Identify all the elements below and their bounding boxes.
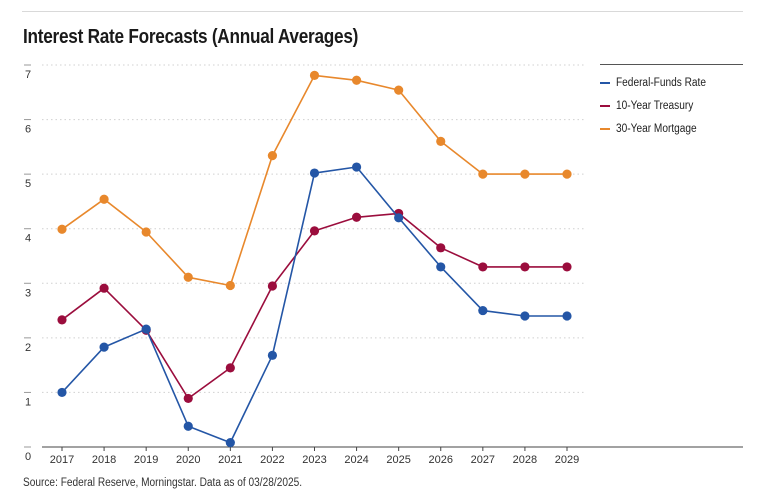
source-note: Source: Federal Reserve, Morningstar. Da… [23, 477, 303, 489]
x-tick-label-2024: 2024 [344, 454, 368, 466]
data-point-10-year-treasury-2018 [99, 283, 109, 293]
legend-item-10-year-treasury: 10-Year Treasury [600, 94, 743, 117]
legend-swatch-30-year-mortgage [600, 127, 610, 130]
y-tick-label-1: 1 [25, 396, 31, 408]
data-point-30-year-mortgage-2022 [267, 150, 278, 161]
y-tick-label-7: 7 [25, 69, 31, 81]
data-point-30-year-mortgage-2018 [99, 194, 109, 204]
data-point-federal-funds-rate-2017 [57, 387, 67, 398]
y-tick-label-2: 2 [25, 342, 31, 354]
legend-item-federal-funds-rate: Federal-Funds Rate [600, 71, 743, 94]
data-point-federal-funds-rate-2020 [183, 421, 193, 431]
x-tick-label-2023: 2023 [302, 454, 326, 466]
data-point-10-year-treasury-2027 [478, 262, 488, 272]
data-point-federal-funds-rate-2026 [436, 262, 446, 272]
data-point-federal-funds-rate-2027 [478, 305, 488, 316]
chart-legend: Federal-Funds Rate 10-Year Treasury 30-Y… [600, 64, 743, 140]
data-point-30-year-mortgage-2024 [351, 75, 362, 85]
x-tick-label-2021: 2021 [218, 454, 242, 466]
series-line-30-year-mortgage [61, 74, 567, 287]
data-point-10-year-treasury-2026 [436, 243, 446, 253]
series-line-10-year-treasury [61, 212, 567, 400]
legend-swatch-federal-funds-rate [600, 81, 610, 84]
data-point-federal-funds-rate-2021 [225, 438, 235, 448]
data-point-federal-funds-rate-2024 [351, 162, 362, 172]
data-point-federal-funds-rate-2029 [562, 311, 572, 321]
x-tick-label-2025: 2025 [386, 454, 410, 466]
y-tick-label-3: 3 [25, 287, 31, 299]
data-point-federal-funds-rate-2028 [520, 311, 530, 321]
x-tick-label-2017: 2017 [50, 454, 74, 466]
y-tick-label-5: 5 [25, 178, 31, 190]
series-line-federal-funds-rate [61, 166, 567, 444]
data-point-federal-funds-rate-2023 [309, 168, 320, 178]
data-point-federal-funds-rate-2018 [99, 342, 109, 352]
y-tick-label-4: 4 [25, 233, 31, 245]
legend-label: 10-Year Treasury [616, 99, 694, 112]
data-point-10-year-treasury-2021 [225, 363, 235, 373]
data-point-30-year-mortgage-2023 [309, 70, 320, 80]
x-tick-label-2018: 2018 [92, 454, 116, 466]
x-tick-label-2028: 2028 [513, 454, 537, 466]
data-point-30-year-mortgage-2017 [57, 224, 67, 234]
data-point-10-year-treasury-2023 [309, 226, 320, 236]
chart-title: Interest Rate Forecasts (Annual Averages… [23, 26, 359, 48]
legend-label: 30-Year Mortgage [616, 122, 697, 135]
data-point-30-year-mortgage-2027 [478, 169, 488, 179]
data-point-10-year-treasury-2017 [57, 315, 67, 325]
x-tick-label-2022: 2022 [260, 454, 284, 466]
data-point-30-year-mortgage-2029 [562, 169, 572, 179]
data-point-30-year-mortgage-2020 [183, 272, 193, 282]
data-point-10-year-treasury-2028 [520, 262, 530, 272]
data-point-30-year-mortgage-2028 [520, 169, 530, 179]
data-point-10-year-treasury-2024 [351, 212, 362, 222]
x-tick-label-2029: 2029 [555, 454, 579, 466]
x-tick-label-2027: 2027 [471, 454, 495, 466]
data-point-federal-funds-rate-2025 [394, 213, 404, 223]
legend-label: Federal-Funds Rate [616, 76, 707, 89]
data-point-10-year-treasury-2029 [562, 262, 572, 272]
legend-item-30-year-mortgage: 30-Year Mortgage [600, 117, 743, 140]
legend-swatch-10-year-treasury [600, 104, 610, 107]
data-point-10-year-treasury-2020 [183, 393, 193, 404]
y-tick-label-6: 6 [25, 124, 31, 136]
data-point-30-year-mortgage-2019 [141, 227, 151, 237]
x-tick-label-2026: 2026 [429, 454, 453, 466]
data-point-30-year-mortgage-2026 [436, 136, 446, 146]
x-tick-label-2020: 2020 [176, 454, 200, 466]
y-tick-label-0: 0 [25, 451, 31, 463]
data-point-30-year-mortgage-2025 [394, 85, 404, 95]
top-divider [22, 11, 743, 12]
data-point-10-year-treasury-2022 [267, 281, 278, 291]
x-tick-label-2019: 2019 [134, 454, 158, 466]
data-point-federal-funds-rate-2019 [141, 324, 151, 334]
data-point-30-year-mortgage-2021 [225, 280, 235, 291]
data-point-federal-funds-rate-2022 [267, 350, 278, 360]
